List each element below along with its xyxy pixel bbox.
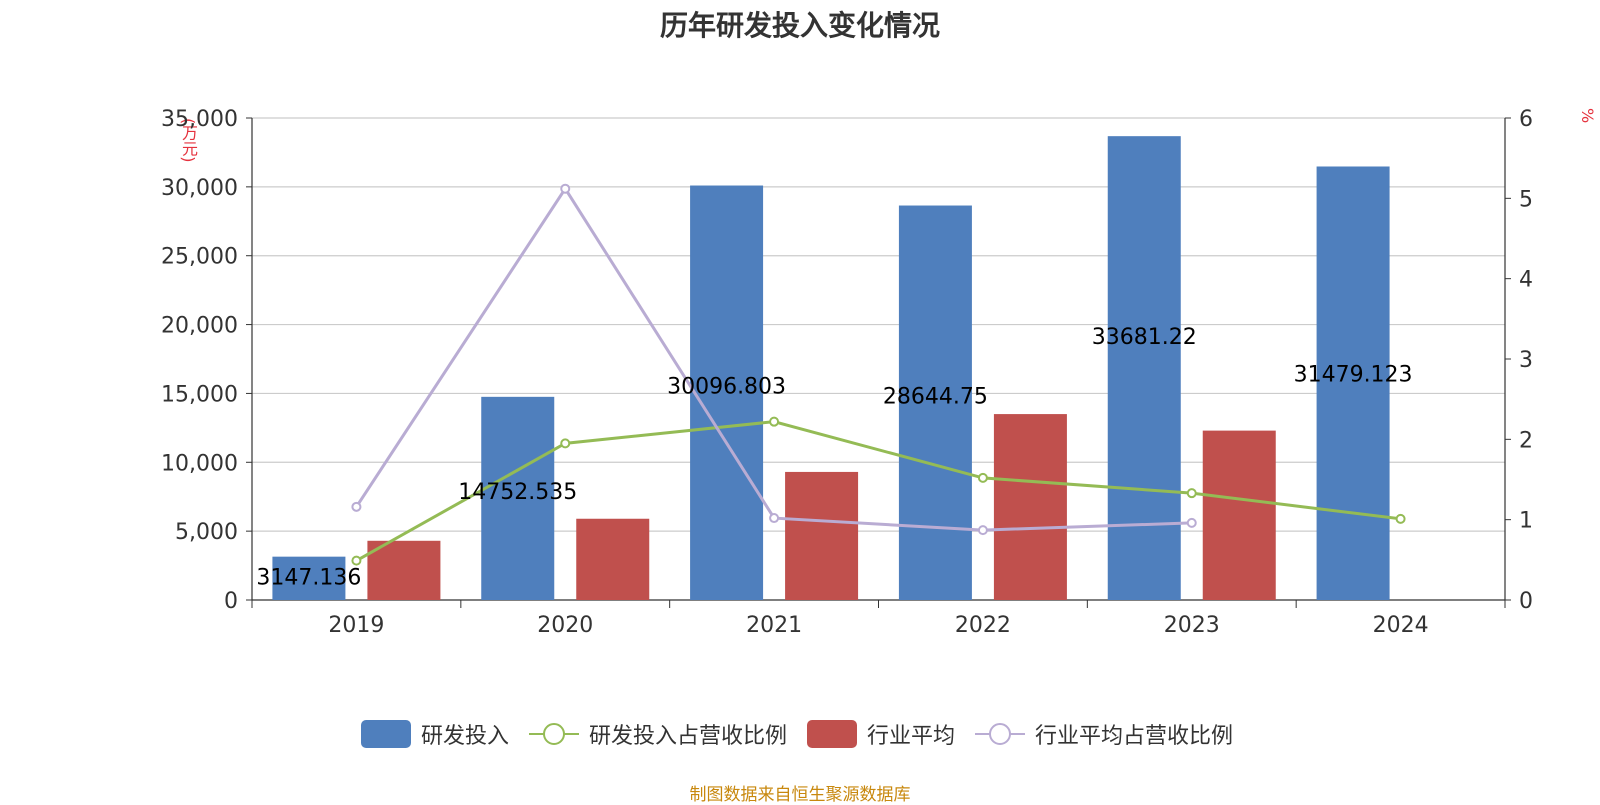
legend-label-industry-average: 行业平均	[867, 724, 956, 749]
point-industry-ratio	[1186, 517, 1197, 528]
right-axis-unit: %	[1578, 108, 1597, 124]
bar-industry-average	[785, 471, 859, 600]
bar-industry-average	[993, 414, 1067, 600]
data-label-rd-investment: 31479.123	[1294, 362, 1413, 387]
point-industry-ratio	[769, 513, 780, 524]
point-rd-ratio	[1395, 513, 1406, 524]
point-rd-ratio	[977, 472, 988, 483]
bar-rd-investment	[690, 185, 764, 600]
right-axis-tick-label: 1	[1519, 509, 1533, 534]
legend-label-rd-ratio: 研发投入占营收比例	[588, 724, 787, 749]
x-axis-tick-label: 2022	[955, 613, 1011, 638]
bar-rd-investment	[1316, 166, 1390, 601]
point-industry-ratio	[351, 501, 362, 512]
point-rd-ratio	[560, 438, 571, 449]
left-axis-tick-label: 35,000	[161, 107, 238, 132]
line-rd-ratio	[355, 420, 1401, 562]
right-axis-tick-label: 3	[1519, 348, 1533, 373]
right-axis-tick-label: 4	[1519, 268, 1533, 293]
bar-rd-investment	[272, 556, 346, 600]
point-industry-ratio	[977, 525, 988, 536]
data-label-rd-investment: 33681.22	[1092, 325, 1197, 350]
chart-title: 历年研发投入变化情况	[659, 9, 940, 42]
data-label-rd-investment: 30096.803	[667, 375, 786, 400]
data-label-rd-investment: 3147.136	[256, 566, 361, 591]
legend-item-industry-average[interactable]: 行业平均	[807, 718, 955, 750]
legend-swatch-industry-ratio	[975, 723, 1026, 745]
legend-label-industry-ratio: 行业平均占营收比例	[1035, 724, 1234, 749]
data-label-rd-investment: 14752.535	[458, 480, 577, 505]
right-axis-tick-label: 5	[1519, 187, 1533, 212]
right-axis-tick-label: 0	[1519, 589, 1533, 614]
point-rd-ratio	[1186, 488, 1197, 499]
left-axis-tick-label: 25,000	[161, 245, 238, 270]
point-rd-ratio	[769, 416, 780, 427]
bar-industry-average	[1202, 430, 1276, 600]
right-axis-tick-label: 6	[1519, 107, 1533, 132]
left-axis-tick-label: 5,000	[175, 520, 238, 545]
legend-swatch-rd-ratio	[528, 723, 579, 745]
x-axis-tick-label: 2019	[328, 613, 384, 638]
data-source-note: 制图数据来自恒生聚源数据库	[689, 785, 911, 805]
x-axis-tick-label: 2021	[746, 613, 802, 638]
legend-item-rd-investment[interactable]: 研发投入	[360, 718, 509, 750]
bar-industry-average	[367, 540, 441, 600]
legend-label-rd-investment: 研发投入	[420, 724, 509, 749]
left-axis-tick-label: 15,000	[161, 382, 238, 407]
left-axis-tick-label: 30,000	[161, 176, 238, 201]
legend-item-industry-ratio[interactable]: 行业平均占营收比例	[975, 718, 1233, 750]
point-industry-ratio	[560, 183, 571, 194]
point-rd-ratio	[351, 555, 362, 566]
left-axis-tick-label: 10,000	[161, 451, 238, 476]
legend-swatch-industry-average	[807, 720, 857, 748]
x-axis-tick-label: 2020	[537, 613, 593, 638]
bar-rd-investment	[481, 396, 555, 600]
x-axis-tick-label: 2024	[1373, 613, 1429, 638]
bar-rd-investment	[898, 205, 972, 600]
legend-swatch-rd-investment	[360, 720, 411, 748]
bar-rd-investment	[1107, 136, 1181, 600]
left-axis-tick-label: 20,000	[161, 314, 238, 339]
left-axis-tick-label: 0	[224, 589, 238, 614]
legend-item-rd-ratio[interactable]: 研发投入占营收比例	[528, 718, 787, 750]
left-axis-unit: (万元)	[179, 118, 198, 163]
x-axis-tick-label: 2023	[1164, 613, 1220, 638]
right-axis-tick-label: 2	[1519, 428, 1533, 453]
legend: 研发投入 研发投入占营收比例 行业平均 行业平均占营收比例	[0, 718, 1600, 750]
bar-industry-average	[576, 518, 650, 600]
data-label-rd-investment: 28644.75	[883, 385, 988, 410]
